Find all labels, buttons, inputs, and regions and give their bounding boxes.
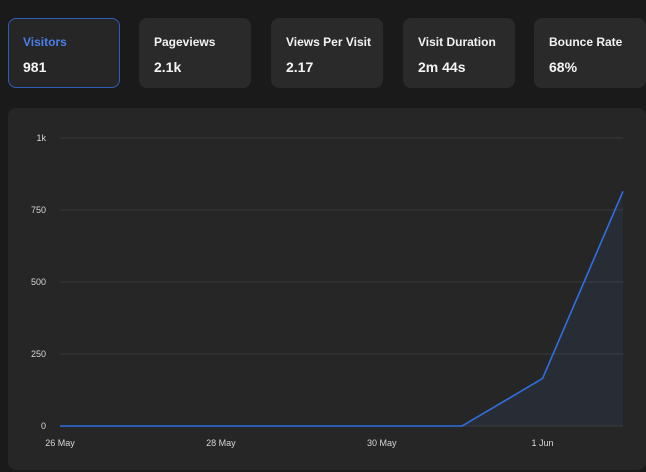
y-tick-label: 750 (31, 205, 46, 215)
metric-card-visitors[interactable]: Visitors 981 (8, 18, 120, 88)
x-tick-label: 26 May (45, 438, 75, 448)
y-tick-label: 0 (41, 421, 46, 431)
y-tick-label: 500 (31, 277, 46, 287)
x-tick-label: 1 Jun (532, 438, 554, 448)
metric-card-visit-duration[interactable]: Visit Duration 2m 44s (403, 18, 515, 88)
series-line (60, 190, 624, 427)
series-area (60, 191, 623, 426)
metric-label: Bounce Rate (549, 35, 623, 49)
metric-label: Visit Duration (418, 35, 496, 49)
metric-value: 981 (23, 59, 47, 75)
metric-label: Pageviews (154, 35, 216, 49)
metric-label: Visitors (23, 35, 67, 49)
x-tick-label: 28 May (206, 438, 236, 448)
x-tick-label: 30 May (367, 438, 397, 448)
metric-value: 2.17 (286, 59, 314, 75)
metric-value: 68% (549, 59, 578, 75)
visitors-chart-panel: 0 250 500 750 1k 26 May 28 May 30 May 1 Jun (8, 108, 646, 470)
metric-label: Views Per Visit (286, 35, 371, 49)
metric-value: 2m 44s (418, 59, 466, 75)
metric-card-pageviews[interactable]: Pageviews 2.1k (139, 18, 251, 88)
metric-cards: Visitors 981 Pageviews 2.1k Views Per Vi… (8, 18, 646, 88)
metric-card-views-per-visit[interactable]: Views Per Visit 2.17 (271, 18, 383, 88)
metric-value: 2.1k (154, 59, 182, 75)
y-tick-label: 1k (36, 133, 46, 143)
visitors-chart: 0 250 500 750 1k 26 May 28 May 30 May 1 Jun (31, 133, 624, 448)
y-tick-label: 250 (31, 349, 46, 359)
metric-card-bounce-rate[interactable]: Bounce Rate 68% (534, 18, 646, 88)
